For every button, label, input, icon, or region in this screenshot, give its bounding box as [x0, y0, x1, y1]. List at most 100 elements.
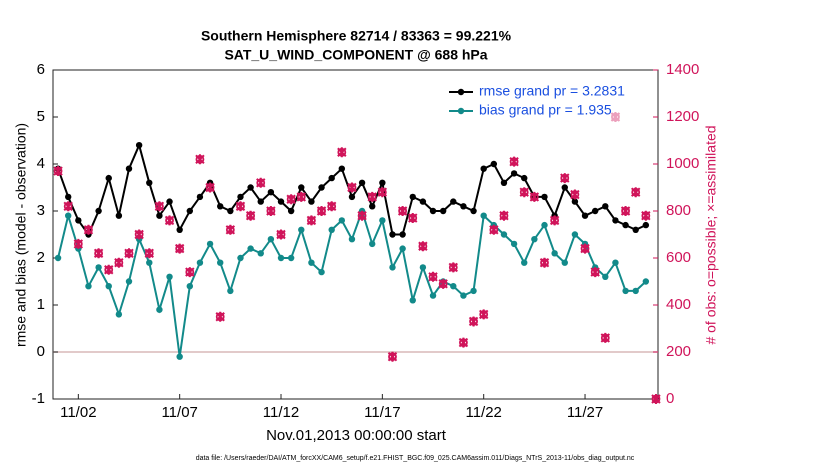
point	[318, 268, 325, 276]
obs-assimilated	[630, 187, 641, 198]
point	[460, 203, 467, 210]
legend-marker	[457, 88, 465, 96]
point	[318, 184, 325, 191]
point	[277, 254, 285, 262]
obs-assimilated	[205, 182, 215, 193]
point	[166, 273, 173, 280]
point	[419, 264, 427, 271]
obs-assimilated	[337, 147, 347, 158]
point	[257, 198, 264, 205]
point	[95, 207, 102, 215]
obs-assimilated	[509, 156, 519, 167]
footnote: data file: /Users/raeder/DAI/ATM_forcXX/…	[196, 455, 635, 462]
y-tick-label: 1	[37, 296, 45, 313]
point	[166, 198, 173, 205]
point	[612, 259, 619, 266]
point	[480, 165, 487, 172]
point	[146, 179, 153, 186]
obs-assimilated	[185, 267, 195, 278]
obs-assimilated	[387, 351, 398, 362]
point	[308, 259, 315, 266]
obs-assimilated	[560, 173, 570, 184]
obs-assimilated	[539, 257, 550, 268]
point	[389, 231, 396, 238]
point	[470, 207, 477, 215]
point	[602, 273, 609, 280]
obs-assimilated	[529, 191, 540, 202]
point	[125, 165, 133, 172]
x-tick-label: 11/22	[465, 404, 501, 421]
y2-tick-label: 0	[666, 390, 674, 407]
obs-assimilated	[235, 201, 246, 212]
point	[622, 287, 629, 295]
obs-assimilated	[397, 206, 408, 216]
obs-assimilated	[63, 201, 73, 212]
point	[490, 160, 498, 168]
obs-assimilated	[499, 210, 509, 221]
point	[369, 240, 376, 248]
point	[267, 189, 275, 196]
point	[257, 250, 264, 257]
obs-assimilated	[286, 194, 296, 205]
point	[85, 283, 92, 290]
obs-assimilated	[195, 154, 205, 165]
obs-assimilated	[53, 166, 63, 177]
point	[450, 198, 457, 205]
point	[105, 283, 112, 290]
point	[358, 179, 366, 186]
y-tick-label: 4	[37, 155, 45, 172]
y2-axis-label: # of obs: o=possible; ×=assimilated	[703, 125, 719, 344]
point	[206, 240, 214, 248]
point	[591, 207, 599, 215]
point	[602, 203, 609, 210]
x-axis-label: Nov.01,2013 00:00:00 start	[266, 427, 447, 444]
point	[450, 283, 457, 290]
point	[551, 250, 558, 257]
point	[65, 212, 72, 219]
point	[298, 226, 305, 233]
obs-assimilated	[326, 201, 337, 212]
point	[277, 198, 285, 205]
point	[632, 226, 639, 233]
point	[480, 212, 487, 219]
point	[510, 170, 518, 177]
obs-assimilated	[347, 182, 357, 193]
point	[176, 226, 183, 233]
obs-assimilated	[245, 210, 256, 221]
obs-assimilated	[276, 229, 286, 240]
point	[348, 236, 356, 243]
point	[531, 236, 538, 243]
obs-assimilated	[256, 177, 266, 188]
obs-assimilated	[428, 271, 438, 282]
obs-assimilated	[83, 224, 94, 235]
point	[612, 217, 619, 224]
point	[429, 207, 437, 215]
point	[105, 174, 112, 182]
y-tick-label: 3	[37, 202, 45, 219]
point	[247, 245, 254, 252]
obs-assimilated	[519, 187, 529, 198]
point	[54, 254, 62, 262]
obs-assimilated	[124, 248, 134, 259]
point	[338, 217, 346, 224]
point	[642, 278, 650, 285]
obs-assimilated	[489, 224, 499, 235]
obs-assimilated	[266, 206, 276, 216]
point	[500, 179, 508, 186]
point	[156, 212, 163, 219]
point	[328, 226, 335, 233]
point	[622, 221, 629, 229]
y2-tick-label: 1400	[666, 61, 699, 78]
point	[379, 179, 386, 186]
obs-assimilated	[600, 332, 611, 343]
y-axis-label: rmse and bias (model - observation)	[13, 123, 29, 347]
y2-tick-label: 600	[666, 249, 691, 266]
point	[217, 203, 224, 210]
point	[237, 193, 244, 201]
obs-assimilated	[580, 243, 590, 254]
x-tick-label: 11/17	[364, 404, 400, 421]
x-tick-label: 11/27	[567, 404, 603, 421]
obs-assimilated	[164, 215, 175, 226]
legend-marker	[457, 107, 465, 115]
